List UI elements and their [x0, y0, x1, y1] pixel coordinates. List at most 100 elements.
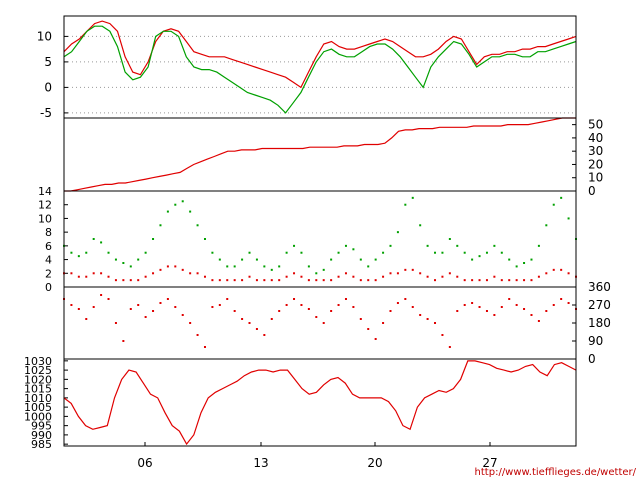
point-4-0-62 [523, 308, 526, 310]
point-4-0-67 [560, 298, 563, 300]
panel-frame-4 [63, 286, 577, 360]
point-3-1-65 [545, 272, 548, 275]
panel-frame-1 [63, 15, 577, 119]
point-3-0-25 [248, 251, 251, 254]
y-tick-label-4-3: 90 [588, 334, 603, 348]
point-3-0-2 [77, 255, 80, 258]
point-4-0-51 [441, 334, 444, 336]
point-3-1-13 [159, 268, 162, 271]
point-3-0-19 [203, 238, 206, 240]
point-4-0-21 [218, 304, 221, 306]
point-3-0-67 [560, 196, 563, 199]
point-4-0-9 [129, 308, 132, 310]
point-4-0-68 [567, 302, 570, 304]
point-3-0-42 [374, 258, 377, 261]
point-3-1-36 [330, 279, 333, 282]
point-3-1-62 [523, 279, 526, 282]
point-3-0-16 [181, 200, 184, 203]
y-tick-label-3-5: 4 [45, 254, 52, 267]
point-3-1-31 [293, 272, 296, 275]
point-3-0-39 [352, 248, 355, 251]
y-tick-label-5-2: 1020 [24, 373, 52, 386]
y-tick-label-2-2: 30 [588, 144, 603, 158]
y-tick-label-3-7: 0 [45, 281, 52, 294]
point-3-1-5 [100, 272, 103, 275]
point-3-1-57 [485, 279, 488, 282]
x-tick-label-3: 27 [482, 456, 497, 470]
point-4-0-4 [92, 306, 95, 308]
point-4-0-52 [448, 346, 451, 348]
point-3-0-53 [456, 244, 459, 247]
point-4-0-19 [203, 346, 206, 348]
point-4-0-25 [248, 322, 251, 324]
point-3-0-8 [122, 262, 125, 264]
point-3-1-28 [270, 279, 273, 282]
point-3-1-2 [77, 275, 80, 278]
point-3-0-57 [485, 251, 488, 254]
point-3-1-10 [137, 279, 140, 282]
y-tick-label-4-1: 270 [588, 298, 611, 312]
point-3-0-63 [530, 258, 533, 261]
point-4-0-5 [100, 294, 103, 296]
point-4-0-6 [107, 298, 110, 300]
point-4-0-47 [411, 306, 414, 308]
point-3-1-51 [441, 275, 444, 278]
point-3-1-19 [203, 275, 206, 278]
panel-frame-3 [63, 190, 577, 288]
point-3-1-23 [233, 279, 236, 282]
point-4-0-2 [77, 308, 80, 310]
point-4-0-50 [434, 322, 437, 324]
point-3-1-40 [359, 279, 362, 282]
point-3-0-56 [478, 255, 481, 258]
point-3-1-38 [344, 272, 347, 275]
point-4-0-46 [404, 298, 407, 300]
x-tick-label-1: 13 [253, 456, 268, 470]
point-3-1-27 [263, 279, 266, 282]
point-4-0-24 [241, 318, 244, 320]
point-3-0-64 [537, 244, 540, 247]
point-3-1-3 [85, 275, 88, 278]
point-4-0-37 [337, 304, 340, 306]
point-4-0-10 [137, 304, 140, 306]
point-3-0-59 [500, 251, 503, 254]
y-tick-label-5-5: 1005 [24, 401, 52, 414]
point-3-0-41 [367, 265, 370, 268]
point-4-0-40 [359, 318, 362, 320]
point-4-0-33 [307, 308, 310, 310]
point-4-0-36 [330, 310, 333, 312]
point-3-0-51 [441, 251, 444, 254]
point-3-1-34 [315, 279, 318, 282]
y-tick-label-1-1: 5 [44, 55, 52, 69]
point-3-1-61 [515, 279, 518, 282]
point-3-1-33 [307, 279, 310, 282]
point-3-0-10 [137, 258, 140, 261]
y-tick-label-2-1: 40 [588, 131, 603, 145]
point-3-1-47 [411, 268, 414, 271]
point-3-0-26 [255, 258, 258, 261]
point-3-1-20 [211, 279, 214, 282]
point-3-0-49 [426, 244, 429, 247]
point-3-0-37 [337, 251, 340, 254]
point-3-0-6 [107, 251, 110, 254]
point-3-0-61 [515, 265, 518, 268]
point-3-0-34 [315, 272, 318, 275]
point-4-0-13 [159, 302, 162, 304]
x-tick-label-2: 20 [367, 456, 382, 470]
point-3-0-32 [300, 251, 303, 254]
y-tick-label-1-0: 10 [37, 29, 52, 43]
point-3-0-45 [396, 231, 399, 234]
point-4-0-43 [382, 322, 385, 324]
credit-url[interactable]: http://www.tiefflieges.de/wetter/ [474, 467, 636, 478]
series-line-1-1 [63, 25, 577, 114]
point-4-0-11 [144, 316, 147, 318]
point-4-0-1 [70, 304, 73, 306]
point-3-1-32 [300, 275, 303, 278]
point-3-0-66 [552, 203, 555, 206]
point-4-0-55 [471, 302, 474, 304]
point-3-0-52 [448, 238, 451, 240]
series-line-2-0 [64, 117, 576, 192]
point-3-0-62 [523, 262, 526, 264]
